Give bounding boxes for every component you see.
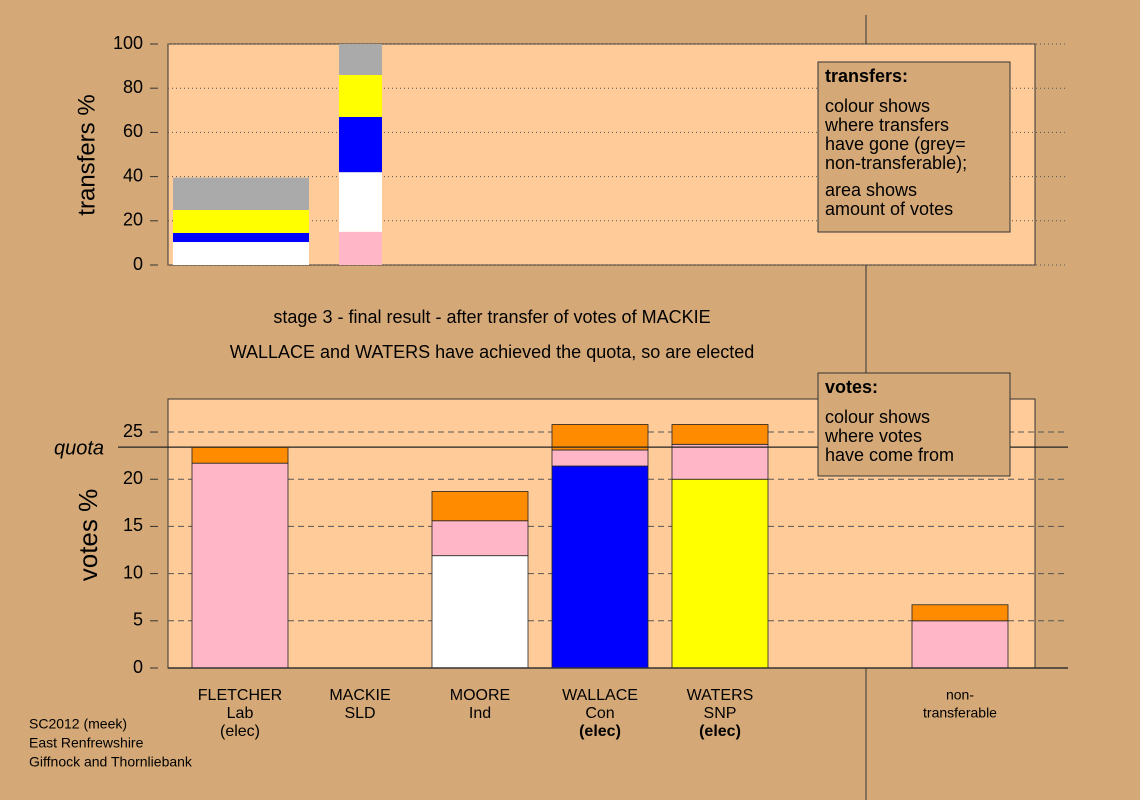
headline: WALLACE and WATERS have achieved the quo… bbox=[230, 342, 755, 362]
quota-label: quota bbox=[54, 437, 104, 459]
bar-segment bbox=[339, 116, 382, 173]
bar-segment bbox=[339, 44, 382, 75]
x-tick-label: FLETCHER bbox=[198, 687, 282, 704]
x-tick-label: Lab bbox=[227, 705, 254, 722]
y-tick-label: 100 bbox=[113, 33, 143, 53]
y-axis-label: transfers % bbox=[73, 94, 100, 215]
key-title: transfers: bbox=[825, 66, 908, 86]
y-tick-label: 10 bbox=[123, 562, 143, 582]
x-tick-label: (elec) bbox=[220, 723, 260, 740]
key-text: colour shows bbox=[825, 96, 930, 116]
key-text: colour shows bbox=[825, 407, 930, 427]
x-tick-label: Con bbox=[585, 705, 614, 722]
x-tick-label: (elec) bbox=[699, 723, 741, 740]
y-tick-label: 40 bbox=[123, 165, 143, 185]
x-tick-label: WATERS bbox=[687, 687, 754, 704]
bar-segment bbox=[551, 465, 649, 669]
bar-segment bbox=[911, 604, 1009, 622]
bar-segment bbox=[671, 478, 769, 669]
x-tick-label: (elec) bbox=[579, 723, 621, 740]
bar-segment bbox=[191, 446, 289, 464]
x-tick-label: WALLACE bbox=[562, 687, 638, 704]
bar-segment bbox=[339, 172, 382, 232]
y-axis-label: votes % bbox=[73, 489, 103, 582]
key-text: where votes bbox=[824, 426, 922, 446]
key-box bbox=[817, 372, 1011, 477]
y-tick-label: 80 bbox=[123, 77, 143, 97]
bar-segment bbox=[339, 74, 382, 117]
bar-segment bbox=[671, 443, 769, 480]
key-text: amount of votes bbox=[825, 199, 953, 219]
footer: Giffnock and Thornliebank bbox=[29, 754, 193, 770]
key-text: area shows bbox=[825, 180, 917, 200]
y-tick-label: 15 bbox=[123, 515, 143, 535]
bar-segment bbox=[431, 555, 529, 669]
key-title: votes: bbox=[825, 377, 878, 397]
key-text: have come from bbox=[825, 445, 954, 465]
footer: SC2012 (meek) bbox=[29, 716, 127, 732]
bar-segment bbox=[173, 177, 309, 210]
bar-segment bbox=[431, 491, 529, 522]
x-tick-label: SLD bbox=[344, 705, 375, 722]
bar-segment bbox=[551, 449, 649, 467]
bar-segment bbox=[173, 242, 309, 265]
footer: East Renfrewshire bbox=[29, 735, 144, 751]
x-tick-label: MACKIE bbox=[329, 687, 390, 704]
key-box bbox=[817, 61, 1011, 233]
bar-segment bbox=[911, 620, 1009, 669]
bar-segment bbox=[431, 520, 529, 557]
y-tick-label: 20 bbox=[123, 468, 143, 488]
y-tick-label: 25 bbox=[123, 421, 143, 441]
bar-segment bbox=[339, 231, 382, 265]
y-tick-label: 60 bbox=[123, 121, 143, 141]
headline: stage 3 - final result - after transfer … bbox=[273, 307, 710, 327]
y-tick-label: 5 bbox=[133, 610, 143, 630]
y-tick-label: 20 bbox=[123, 210, 143, 230]
x-tick-label: non- bbox=[946, 687, 974, 703]
y-tick-label: 0 bbox=[133, 254, 143, 274]
key-text: have gone (grey= bbox=[825, 134, 966, 154]
y-tick-label: 0 bbox=[133, 657, 143, 677]
x-tick-label: Ind bbox=[469, 705, 491, 722]
x-tick-label: transferable bbox=[923, 705, 997, 721]
x-tick-label: MOORE bbox=[450, 687, 510, 704]
bar-segment bbox=[173, 209, 309, 233]
bar-segment bbox=[173, 232, 309, 243]
bar-segment bbox=[671, 424, 769, 445]
x-tick-label: SNP bbox=[704, 705, 737, 722]
bar-segment bbox=[191, 462, 289, 669]
bar-segment bbox=[551, 424, 649, 451]
key-text: non-transferable); bbox=[825, 153, 967, 173]
key-text: where transfers bbox=[824, 115, 949, 135]
